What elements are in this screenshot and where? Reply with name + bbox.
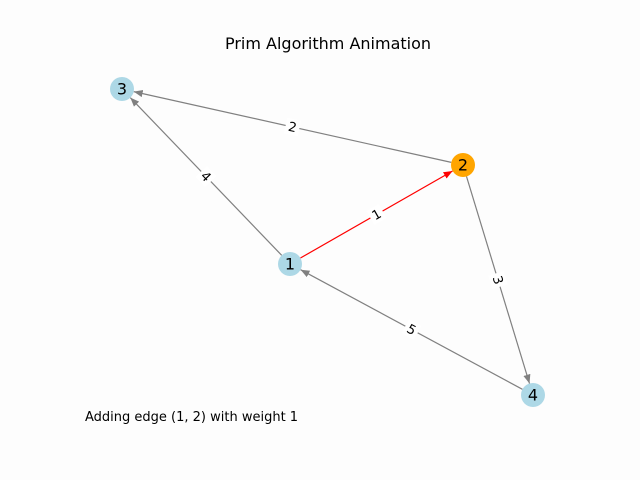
node-label: 1 xyxy=(285,255,295,274)
node-1: 1 xyxy=(278,252,302,276)
node-circle xyxy=(110,77,134,101)
edge-weight-label: 3 xyxy=(488,270,508,290)
edge-weight-label: 2 xyxy=(283,117,302,137)
node-circle xyxy=(278,252,302,276)
edge-label-background xyxy=(366,204,387,225)
edge-weight-label: 4 xyxy=(195,165,217,188)
edge-weight-label: 5 xyxy=(401,319,422,340)
node-label: 3 xyxy=(117,80,127,99)
edge-weight-label: 1 xyxy=(366,204,387,225)
node-2: 2 xyxy=(451,153,475,177)
chart-title: Prim Algorithm Animation xyxy=(225,34,431,53)
node-4: 4 xyxy=(521,383,545,407)
edge-label-background xyxy=(401,319,422,340)
node-circle xyxy=(451,153,475,177)
edge-label-background xyxy=(195,165,217,188)
edge-weight-text: 4 xyxy=(197,169,214,185)
node-3: 3 xyxy=(110,77,134,101)
edge-label-background xyxy=(488,270,508,290)
node-circle xyxy=(521,383,545,407)
nodes-layer: 1 2 3 4 xyxy=(110,77,545,407)
edge-weight-text: 2 xyxy=(287,120,298,136)
status-text: Adding edge (1, 2) with weight 1 xyxy=(85,410,298,425)
node-label: 2 xyxy=(458,156,468,175)
edge-label-background xyxy=(283,117,302,137)
node-label: 4 xyxy=(528,386,538,405)
edges-layer: 1 4 2 3 5 xyxy=(129,90,531,390)
